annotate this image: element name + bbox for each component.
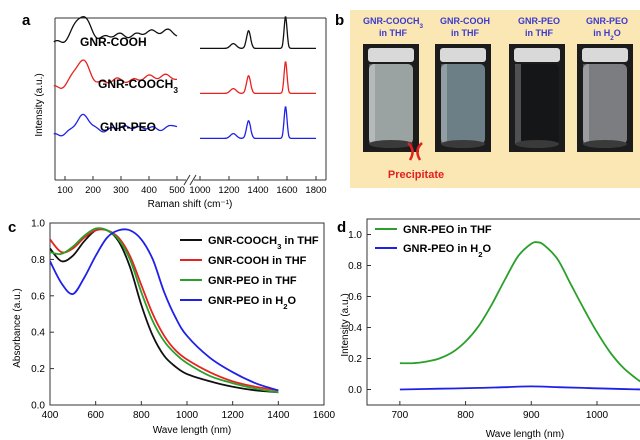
plot-frame: [49, 222, 325, 406]
y-tick-label: 0.8: [348, 261, 362, 272]
precipitate-bracket-left: [407, 142, 414, 161]
series-line-1: [50, 228, 279, 392]
panel-d-xlabel: Wave length (nm): [486, 429, 565, 440]
a-tick-label: 1400: [247, 185, 268, 196]
y-tick-label: 1.0: [31, 219, 45, 230]
panel-a-label: a: [22, 12, 31, 29]
series-line-2: [50, 227, 279, 394]
spectrum-low-2: [53, 113, 178, 137]
x-tick-label: 600: [87, 410, 104, 421]
panel-a-spectra: [53, 16, 316, 140]
legend-label-0: GNR-COOCH3 in THF: [208, 235, 319, 251]
x-tick-label: 400: [42, 410, 59, 421]
spectrum-high-2: [200, 106, 316, 140]
a-tick-label: 1000: [189, 185, 210, 196]
x-tick-label: 1000: [586, 410, 609, 421]
spectrum-high-1: [200, 61, 316, 95]
y-tick-label: 1.0: [348, 230, 362, 241]
vial-label-2: GNR-PEO: [518, 16, 560, 26]
series-line-0: [399, 241, 640, 383]
x-tick-label: 800: [457, 410, 474, 421]
a-tick-label: 500: [169, 185, 185, 196]
vial-sublabel-2: in THF: [525, 28, 553, 38]
panel-d-label: d: [337, 219, 346, 236]
vial-label-1: GNR-COOH: [440, 16, 490, 26]
panel-c-ylabel: Absorbance (a.u.): [12, 288, 23, 368]
precipitate-bracket-right: [416, 142, 423, 161]
series-line-3: [50, 228, 279, 392]
series-label-gnr-cooh: GNR-COOH: [80, 35, 147, 49]
legend-label-3: GNR-PEO in H2O: [208, 295, 296, 311]
legend-label-1: GNR-PEO in H2O: [403, 243, 491, 259]
y-tick-label: 0.6: [348, 292, 362, 303]
panel-d: d 700 800 900 1000 0.0 0.2 0.4 0.6 0.8 1.0 GNR-PE…: [337, 218, 640, 440]
y-tick-label: 0.2: [348, 354, 362, 365]
vial-sublabel-0: in THF: [379, 28, 407, 38]
a-tick-label: 400: [141, 185, 157, 196]
a-tick-label: 100: [57, 185, 73, 196]
panel-a-xlabel: Raman shift (cm⁻¹): [148, 199, 233, 210]
y-tick-label: 0.8: [31, 255, 45, 266]
x-tick-label: 700: [392, 410, 409, 421]
a-tick-label: 1600: [276, 185, 297, 196]
y-tick-label: 0.0: [348, 385, 362, 396]
vial-label-0: GNR-COOCH3: [363, 16, 424, 30]
series-label-gnr-cooch3: GNR-COOCH3: [98, 77, 178, 95]
x-tick-label: 1000: [176, 410, 199, 421]
panel-c-legend: GNR-COOCH3 in THF GNR-COOH in THF GNR-PEO …: [180, 235, 319, 311]
spectrum-low-1: [53, 59, 177, 89]
a-tick-label: 200: [85, 185, 101, 196]
y-tick-label: 0.0: [31, 401, 45, 412]
series-line-1: [399, 385, 640, 391]
y-tick-label: 0.2: [31, 364, 45, 375]
spectrum-low-0: [53, 16, 178, 43]
legend-label-2: GNR-PEO in THF: [208, 275, 297, 287]
x-tick-label: 1600: [313, 410, 335, 421]
plot-frame: [366, 218, 640, 406]
a-tick-label: 300: [113, 185, 129, 196]
panel-c-axes: 400 600 800 1000 1200 1400 1600 0.0 0.2 0.4 0.6 0.8…: [31, 219, 335, 422]
vial-sublabel-1: in THF: [451, 28, 479, 38]
y-tick-label: 0.4: [31, 328, 45, 339]
a-tick-label: 1800: [305, 185, 326, 196]
panel-b-label: b: [335, 12, 344, 29]
vial-sublabel-3: in H2O: [593, 28, 621, 42]
x-tick-label: 1200: [222, 410, 245, 421]
series-line-0: [50, 228, 279, 394]
precipitate-label: Precipitate: [388, 169, 444, 181]
panel-d-ylabel: Intensity (a.u.): [340, 293, 351, 356]
panel-a-ylabel: Intensity (a.u.): [34, 73, 45, 136]
panel-a-ticks: 100 200 300 400 500 1000 1200 1400 1600 1800: [57, 176, 327, 196]
y-tick-label: 0.6: [31, 291, 45, 302]
panel-d-axes: 700 800 900 1000 0.0 0.2 0.4 0.6 0.8 1.0: [348, 218, 640, 421]
x-tick-label: 800: [133, 410, 150, 421]
legend-label-0: GNR-PEO in THF: [403, 224, 492, 236]
legend-label-1: GNR-COOH in THF: [208, 255, 307, 267]
y-tick-label: 0.4: [348, 323, 362, 334]
panel-a: a Intensity (a.u.) 100 200 300 400 500 1000 12…: [22, 12, 327, 210]
a-tick-label: 1200: [218, 185, 239, 196]
panel-d-series: [399, 241, 640, 391]
panel-c-xlabel: Wave length (nm): [153, 425, 232, 436]
panel-a-axes: [54, 17, 327, 186]
spectrum-high-0: [200, 16, 316, 50]
panel-c-label: c: [8, 219, 16, 236]
x-tick-label: 900: [523, 410, 540, 421]
panel-c-series: [50, 227, 279, 394]
x-tick-label: 1400: [267, 410, 290, 421]
panel-d-legend: GNR-PEO in THF GNR-PEO in H2O: [375, 224, 492, 259]
panel-c: c 400 600 800 1000 1200 1400 1600 0.0 0.2 0.4 0.6 0…: [8, 219, 335, 437]
series-label-gnr-peo: GNR-PEO: [100, 120, 156, 134]
vial-label-3: GNR-PEO: [586, 16, 628, 26]
